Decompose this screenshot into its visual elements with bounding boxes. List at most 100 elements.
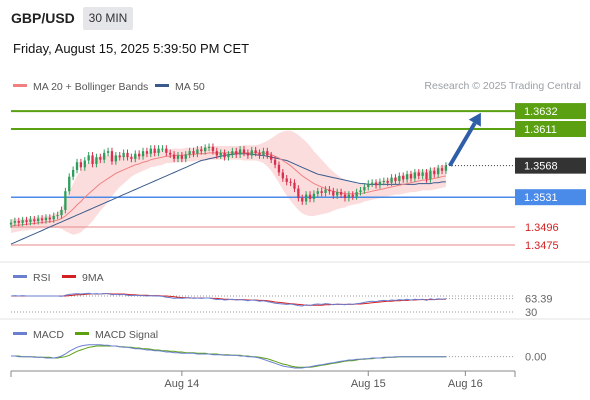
candle-body <box>363 186 366 191</box>
candle-body <box>343 194 347 199</box>
legend-swatch-ma20 <box>13 84 27 87</box>
candle-body <box>161 148 164 150</box>
research-credit: Research © 2025 Trading Central <box>424 80 581 92</box>
candle-body <box>56 215 59 217</box>
candle-body <box>71 169 75 177</box>
candle-body <box>304 194 308 202</box>
legend-swatch-rsi-ma <box>62 275 76 278</box>
rsi-line <box>10 292 446 307</box>
candle-body <box>157 148 160 153</box>
rsi-level-label: 30 <box>525 307 537 319</box>
legend-label-ma50: MA 50 <box>175 81 205 93</box>
rsi-last-bg <box>521 291 561 305</box>
candle-body <box>398 175 401 181</box>
instrument-title: GBP/USD <box>11 10 75 26</box>
candle-body <box>130 157 133 159</box>
candle-body <box>235 151 238 155</box>
candle-body <box>211 146 215 152</box>
candle-body <box>207 146 211 148</box>
candle-body <box>87 155 90 161</box>
candle-body <box>378 181 382 186</box>
candle-body <box>386 181 389 183</box>
candle-body <box>192 151 195 154</box>
candle-body <box>137 153 141 157</box>
level-label-support: 1.3496 <box>525 222 559 234</box>
candle-body <box>444 165 448 171</box>
candle-body <box>227 154 230 158</box>
candle-body <box>440 168 444 171</box>
candle-body <box>277 164 281 173</box>
candle-body <box>308 194 312 199</box>
macd-line <box>11 344 446 369</box>
candle-body <box>33 219 36 222</box>
candle-body <box>149 148 152 154</box>
candle-body <box>40 218 44 221</box>
candle-body <box>176 155 180 159</box>
candle-body <box>68 176 71 192</box>
candle-body <box>165 148 168 153</box>
candle-body <box>21 220 24 223</box>
candle-body <box>103 152 106 160</box>
candle-body <box>44 217 48 221</box>
rsi-last-label: 63.39 <box>525 294 553 306</box>
candle-body <box>347 194 351 199</box>
candle-body <box>196 149 199 154</box>
candle-body <box>29 219 32 222</box>
timeframe-button[interactable]: 30 MIN <box>83 7 133 30</box>
candle-body <box>394 177 397 181</box>
candle-body <box>242 149 246 153</box>
legend-label-macd-signal: MACD Signal <box>95 329 158 341</box>
candle-body <box>118 155 121 158</box>
candle-body <box>258 152 261 156</box>
candle-body <box>180 155 184 159</box>
candle-body <box>126 152 129 158</box>
candle-body <box>37 218 40 222</box>
forecast-arrow-head <box>468 112 481 127</box>
candle-body <box>215 151 218 156</box>
candle-body <box>402 175 405 180</box>
candle-body <box>134 153 137 159</box>
level-label-support: 1.3475 <box>525 240 559 252</box>
candle-body <box>238 149 242 155</box>
level-label-resistance: 1.3611 <box>524 124 557 136</box>
forecast-arrow-shaft <box>448 122 477 167</box>
level-box-resistance <box>515 120 586 137</box>
candle-body <box>316 191 319 194</box>
candle-body <box>95 157 98 164</box>
candle-body <box>437 168 440 175</box>
candle-body <box>60 209 63 216</box>
candle-body <box>262 151 265 156</box>
candle-body <box>231 151 234 155</box>
candle-body <box>390 177 393 183</box>
level-box-resistance <box>515 103 586 120</box>
candle-body <box>266 151 269 156</box>
candle-body <box>433 170 436 175</box>
x-tick-label: Aug 14 <box>164 378 199 390</box>
x-tick-label: Aug 16 <box>448 378 483 390</box>
macd-last-label: 0.00 <box>525 352 546 364</box>
legend-swatch-macd-signal <box>75 332 89 335</box>
candle-body <box>79 162 83 168</box>
candle-body <box>145 151 149 154</box>
level-box-pivot <box>515 189 586 206</box>
level-label-pivot: 1.3531 <box>524 192 558 204</box>
timestamp: Friday, August 15, 2025 5:39:50 PM CET <box>13 41 250 56</box>
legend-label-macd: MACD <box>33 329 64 341</box>
candle-body <box>332 191 335 196</box>
candle-body <box>351 194 354 197</box>
candle-body <box>204 147 207 152</box>
candle-body <box>153 148 156 153</box>
candle-body <box>409 174 413 179</box>
x-tick-label: Aug 15 <box>351 378 386 390</box>
candle-body <box>405 174 409 180</box>
candle-body <box>367 183 370 187</box>
last-price-box <box>515 157 586 174</box>
candle-body <box>250 150 253 156</box>
legend-label-rsi: RSI <box>33 272 51 284</box>
candle-body <box>382 181 385 182</box>
candle-body <box>336 192 339 196</box>
legend-label-ma20: MA 20 + Bollinger Bands <box>33 81 148 93</box>
candle-body <box>184 154 187 159</box>
candle-body <box>83 160 86 168</box>
